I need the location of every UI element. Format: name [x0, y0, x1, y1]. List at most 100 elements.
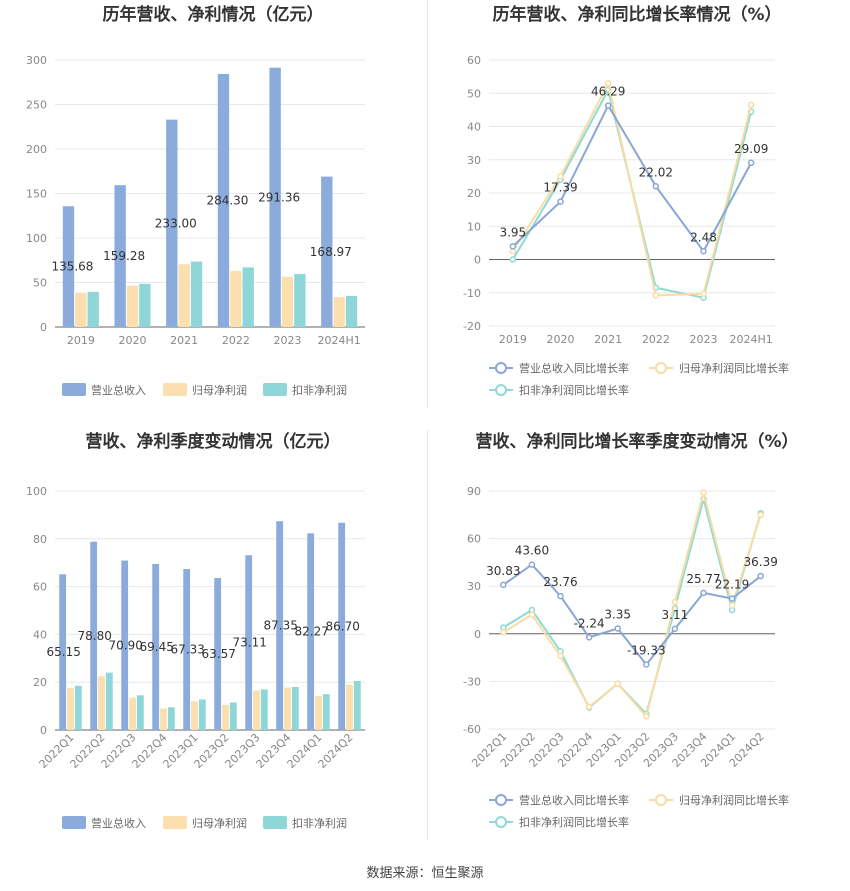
- data-point: [700, 248, 707, 255]
- bar-revenue: [217, 73, 230, 328]
- bar-deducted-net-profit: [74, 685, 82, 730]
- data-point: [604, 102, 612, 109]
- bar-parent-net-profit: [315, 695, 322, 730]
- bar-revenue: [121, 560, 129, 730]
- y-tick-label: 0: [40, 321, 47, 334]
- data-point: [671, 625, 679, 633]
- bar-revenue: [245, 555, 253, 730]
- quarterly-growth-rate-line-chart: 营收、净利同比增长率季度变动情况（%） -60 -30 0 30 60 90 2022Q1 20…: [427, 430, 850, 850]
- quarterly-revenue-profit-bar-chart: 营收、净利季度变动情况（亿元） 0 20 40 60 80 100 2022Q1 2022Q2 2…: [0, 430, 425, 850]
- y-tick-label: 10: [467, 220, 481, 233]
- legend-marker[interactable]: [495, 362, 507, 374]
- bar-revenue: [166, 119, 178, 327]
- data-label: 30.83: [486, 564, 520, 578]
- legend-label[interactable]: 归母净利润: [192, 816, 247, 830]
- legend-swatch[interactable]: [62, 816, 86, 829]
- y-tick-label: 100: [26, 232, 47, 245]
- bar-parent-net-profit: [191, 701, 198, 730]
- legend-label[interactable]: 归母净利润同比增长率: [679, 793, 789, 807]
- data-point: [728, 595, 736, 602]
- x-tick-label: 2024H1: [730, 333, 773, 346]
- legend-label[interactable]: 扣非净利润: [292, 383, 347, 397]
- data-label: 87.35: [264, 619, 298, 633]
- legend-marker[interactable]: [495, 384, 507, 396]
- y-tick-label: 80: [33, 533, 47, 546]
- legend-swatch[interactable]: [163, 816, 187, 829]
- series-line-parent-profit-growth: [502, 492, 762, 719]
- quarter-line-svg: 营收、净利同比增长率季度变动情况（%）-60-3003060902022Q120…: [463, 431, 798, 829]
- legend-label[interactable]: 归母净利润: [192, 383, 247, 397]
- data-point: [500, 628, 507, 636]
- bar-deducted-net-profit: [105, 672, 113, 730]
- bar-deducted-net-profit: [229, 702, 237, 730]
- legend-marker[interactable]: [655, 794, 667, 806]
- legend-marker[interactable]: [495, 816, 507, 828]
- chart-title: 历年营收、净利同比增长率情况（%）: [492, 4, 781, 25]
- y-tick-label: -20: [463, 320, 481, 333]
- data-label: 3.11: [662, 608, 689, 622]
- bar-deducted-net-profit: [167, 707, 175, 730]
- data-point: [500, 581, 507, 589]
- legend-label[interactable]: 营业总收入同比增长率: [519, 361, 629, 375]
- data-label: 22.02: [639, 165, 673, 179]
- data-label: 29.09: [734, 142, 768, 156]
- data-point: [528, 611, 536, 619]
- data-point: [585, 703, 593, 711]
- bar-revenue: [152, 564, 160, 730]
- data-label: 36.39: [744, 555, 778, 569]
- legend-label[interactable]: 扣非净利润: [292, 816, 347, 830]
- y-tick-label: 0: [474, 628, 481, 641]
- bar-parent-net-profit: [98, 676, 105, 730]
- x-tick-label: 2019: [67, 334, 95, 347]
- bar-deducted-net-profit: [345, 295, 358, 327]
- quarter-bar-svg: 营收、净利季度变动情况（亿元）0204060801002022Q12022Q22…: [26, 431, 365, 830]
- data-label: -19.33: [627, 643, 666, 657]
- data-point: [557, 173, 564, 180]
- bar-parent-net-profit: [129, 697, 136, 730]
- y-tick-label: 30: [467, 154, 481, 167]
- legend-label[interactable]: 营业总收入同比增长率: [519, 793, 629, 807]
- series-line-revenue-growth: [502, 563, 762, 667]
- legend-swatch[interactable]: [263, 816, 287, 829]
- series-line-revenue-growth: [512, 103, 753, 254]
- bar-revenue: [276, 521, 284, 730]
- data-label: 17.39: [543, 181, 577, 195]
- data-label: 22.19: [715, 578, 749, 592]
- chart-title: 营收、净利同比增长率季度变动情况（%）: [475, 431, 798, 452]
- x-tick-label: 2021: [594, 333, 622, 346]
- bar-revenue: [62, 206, 75, 327]
- legend-swatch[interactable]: [163, 383, 187, 396]
- legend-label[interactable]: 扣非净利润同比增长率: [519, 383, 629, 397]
- data-point: [604, 80, 612, 87]
- y-tick-label: 60: [467, 54, 481, 67]
- data-point: [700, 290, 707, 297]
- data-label: 73.11: [233, 636, 267, 650]
- legend-label[interactable]: 归母净利润同比增长率: [679, 361, 789, 375]
- bar-parent-net-profit: [230, 270, 242, 327]
- data-point: [643, 661, 650, 668]
- x-tick-label: 2024H1: [318, 334, 361, 347]
- bar-deducted-net-profit: [139, 283, 151, 327]
- y-tick-label: 50: [467, 87, 481, 100]
- x-tick-label: 2023: [690, 333, 718, 346]
- chart-title: 历年营收、净利情况（亿元）: [103, 4, 324, 25]
- data-point: [728, 601, 736, 609]
- legend-marker[interactable]: [655, 362, 667, 374]
- legend-swatch[interactable]: [62, 383, 86, 396]
- x-tick-label: 2022: [642, 333, 670, 346]
- bar-deducted-net-profit: [136, 695, 144, 730]
- y-tick-label: 300: [26, 54, 47, 67]
- legend-marker[interactable]: [495, 794, 507, 806]
- data-source-footer: 数据来源：恒生聚源: [366, 866, 484, 881]
- data-point: [757, 572, 764, 580]
- data-point: [643, 713, 650, 720]
- x-tick-label: 2023: [274, 334, 302, 347]
- data-label: 3.35: [604, 607, 631, 621]
- legend-swatch[interactable]: [263, 383, 287, 396]
- data-label: 25.77: [686, 572, 720, 586]
- bar-deducted-net-profit: [353, 681, 361, 730]
- bar-parent-net-profit: [222, 704, 229, 730]
- legend-label[interactable]: 扣非净利润同比增长率: [519, 815, 629, 829]
- legend-label[interactable]: 营业总收入: [91, 383, 146, 397]
- legend-label[interactable]: 营业总收入: [91, 816, 146, 830]
